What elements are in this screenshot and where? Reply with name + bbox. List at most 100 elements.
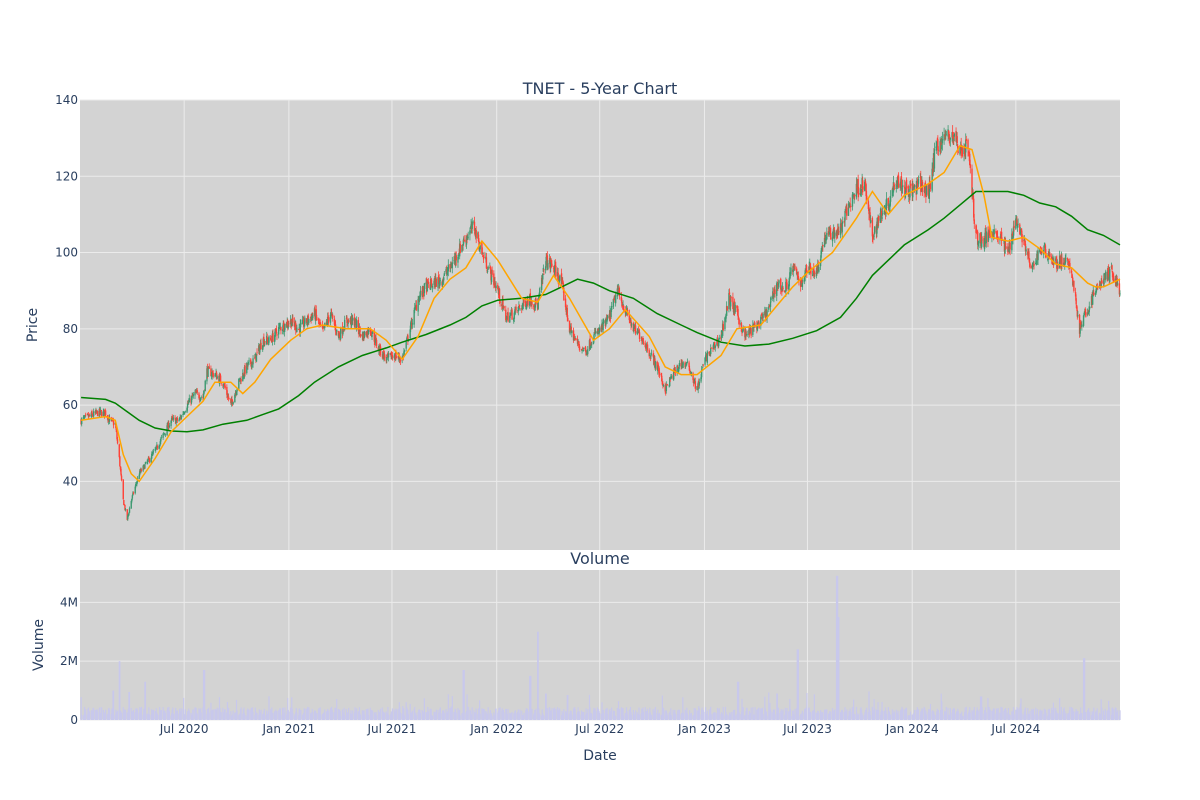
- candle-body: [768, 306, 770, 310]
- volume-bar: [479, 700, 481, 720]
- candle-body: [375, 339, 378, 346]
- volume-bar: [501, 708, 503, 720]
- candle-body: [704, 355, 707, 360]
- candle-body: [841, 222, 843, 233]
- candle-body: [315, 309, 317, 317]
- volume-bar: [762, 714, 764, 720]
- volume-bar: [511, 711, 513, 720]
- candle-body: [1083, 313, 1085, 316]
- candle-body: [1097, 287, 1099, 289]
- volume-bar: [714, 712, 716, 720]
- candle-body: [494, 281, 496, 288]
- candle-body: [127, 514, 130, 517]
- volume-bar: [364, 714, 366, 720]
- x-axis-label: Date: [583, 748, 616, 764]
- volume-bar: [985, 712, 987, 720]
- candle-body: [351, 315, 353, 320]
- volume-bar: [738, 681, 740, 720]
- candle-body: [115, 426, 118, 433]
- candle-body: [931, 168, 933, 191]
- candle-body: [393, 356, 395, 358]
- candle-body: [343, 319, 346, 331]
- candle-body: [860, 186, 862, 188]
- volume-bar: [752, 707, 754, 720]
- candle-body: [162, 433, 164, 438]
- candle-body: [869, 220, 872, 223]
- volume-bar: [870, 715, 872, 720]
- candle-body: [525, 306, 527, 309]
- candle-body: [885, 198, 888, 206]
- candle-body: [957, 145, 959, 150]
- volume-bar: [1061, 711, 1063, 720]
- volume-bar: [119, 661, 121, 720]
- candle-body: [805, 268, 808, 272]
- volume-bar: [704, 707, 707, 720]
- volume-bar: [961, 715, 963, 720]
- x-tick-label: Jul 2020: [159, 722, 209, 736]
- candle-body: [626, 308, 628, 311]
- candle-body: [81, 418, 83, 424]
- candle-body: [502, 298, 504, 309]
- candle-body: [219, 375, 222, 383]
- candle-body: [318, 318, 320, 324]
- candle-body: [797, 275, 800, 281]
- volume-bar: [746, 708, 748, 720]
- candle-body: [168, 425, 171, 428]
- volume-bar: [738, 712, 740, 720]
- volume-bar: [1119, 710, 1121, 720]
- volume-bar: [367, 708, 369, 720]
- candle-body: [1044, 244, 1046, 246]
- candle-body: [661, 381, 664, 385]
- x-tick-label: Jul 2023: [782, 722, 832, 736]
- candle-body: [562, 280, 564, 284]
- candle-body: [247, 362, 250, 364]
- candle-body: [573, 337, 575, 341]
- candle-body: [242, 372, 244, 382]
- candle-body: [200, 397, 202, 398]
- volume-bar: [451, 696, 453, 720]
- volume-bar: [530, 675, 532, 720]
- volume-bar: [547, 707, 549, 720]
- candle-body: [1080, 321, 1082, 325]
- volume-bar: [1059, 698, 1061, 720]
- volume-bar: [1097, 715, 1099, 720]
- candle-body: [469, 230, 471, 235]
- candle-body: [369, 328, 372, 332]
- volume-bar: [1012, 707, 1015, 720]
- volume-bar: [192, 709, 194, 720]
- candle-body: [1069, 263, 1071, 269]
- candle-body: [116, 432, 118, 440]
- candle-body: [905, 179, 908, 189]
- candle-body: [1119, 293, 1121, 295]
- candle-body: [443, 273, 446, 276]
- volume-bar: [399, 712, 402, 720]
- candle-body: [248, 360, 250, 362]
- volume-bar: [210, 702, 212, 720]
- candle-body: [260, 342, 262, 349]
- volume-bar: [686, 713, 688, 720]
- candle-body: [275, 328, 278, 333]
- candle-body: [843, 221, 846, 223]
- price-y-axis-label: Price: [25, 308, 41, 342]
- volume-chart-title: Volume: [570, 549, 630, 568]
- volume-bar: [580, 710, 583, 720]
- volume-bar: [385, 711, 387, 720]
- candle-body: [622, 305, 625, 311]
- candle-body: [810, 267, 812, 275]
- volume-bar: [112, 690, 115, 720]
- candle-body: [202, 396, 204, 399]
- volume-bar: [587, 709, 589, 720]
- volume-bar: [232, 710, 234, 720]
- candle-body: [513, 318, 515, 322]
- candle-body: [296, 327, 298, 333]
- volume-bar: [750, 707, 752, 720]
- candle-body: [124, 505, 126, 510]
- candle-body: [662, 385, 665, 387]
- candle-body: [589, 338, 591, 348]
- candle-body: [255, 353, 258, 362]
- candle-body: [616, 288, 619, 297]
- candle-body: [820, 250, 822, 258]
- candle-body: [876, 221, 878, 234]
- candle-body: [1029, 263, 1031, 268]
- volume-bar: [862, 715, 864, 720]
